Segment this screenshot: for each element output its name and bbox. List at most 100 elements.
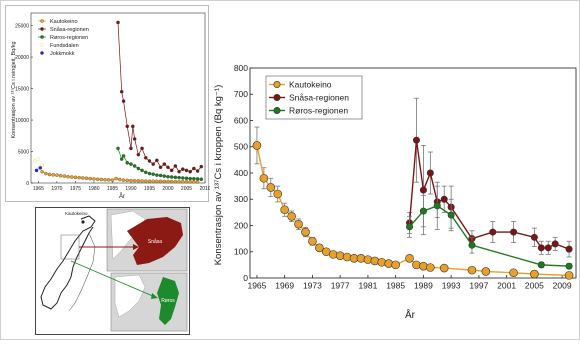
right-data-point (426, 263, 435, 272)
right-data-point (412, 260, 421, 270)
right-data-point (356, 254, 366, 263)
left-x-tick-label: 1995 (144, 186, 155, 192)
left-data-point (177, 169, 181, 174)
right-y-tick-label: 500 (234, 142, 248, 152)
left-data-point (40, 169, 44, 174)
right-data-point (419, 186, 427, 194)
left-data-point (166, 174, 170, 179)
left-data-point (103, 177, 107, 182)
left-data-point (129, 146, 133, 151)
right-data-point (564, 271, 574, 280)
right-data-point (294, 219, 303, 229)
left-data-point (192, 176, 196, 181)
left-y-tick-label: 0 (26, 181, 29, 187)
left-data-point (125, 161, 130, 165)
left-data-point (177, 175, 181, 180)
right-data-point (468, 241, 476, 249)
left-data-point (199, 164, 204, 169)
left-data-point (195, 169, 200, 173)
right-data-point (252, 141, 262, 150)
left-data-point (125, 178, 130, 183)
left-data-point (140, 168, 144, 173)
left-data-point (162, 179, 167, 184)
map-label-kautokeino: Kautokeino (65, 211, 88, 216)
left-data-point (177, 179, 181, 184)
right-data-point (328, 250, 338, 259)
left-data-point (106, 178, 111, 182)
left-data-point (192, 180, 196, 184)
right-x-tick-label: 1973 (303, 281, 322, 291)
left-data-point (184, 168, 189, 173)
left-data-point (147, 171, 152, 176)
right-x-axis-label: År (405, 308, 416, 321)
map-label-roros: Røros (161, 298, 175, 304)
left-data-point (95, 177, 100, 181)
right-legend-label: Snåsa-regionen (289, 92, 349, 102)
right-data-point (509, 268, 518, 278)
left-data-point (58, 174, 63, 178)
left-x-tick-label: 2005 (181, 186, 192, 192)
left-data-point (121, 99, 126, 103)
right-legend-label: Kautokeino (289, 79, 332, 89)
left-legend-marker (40, 19, 44, 23)
right-x-tick-label: 1997 (469, 281, 488, 291)
left-data-point (158, 179, 163, 184)
right-x-tick-label: 1977 (331, 281, 350, 291)
left-data-point (69, 175, 74, 179)
left-data-point (169, 179, 174, 184)
right-y-tick-label: 300 (234, 194, 248, 204)
right-x-tick-label: 1969 (275, 281, 294, 291)
left-data-point (55, 173, 59, 177)
left-legend-marker (40, 27, 44, 31)
left-data-point (173, 175, 178, 180)
left-data-point (195, 180, 200, 184)
left-x-tick-label: 1975 (70, 186, 81, 192)
right-data-point (530, 233, 538, 241)
left-data-point (162, 174, 167, 178)
left-data-point (184, 176, 189, 181)
left-x-tick-label: 1965 (33, 186, 44, 192)
right-x-tick-label: 1993 (442, 281, 461, 291)
right-data-point (335, 251, 345, 260)
left-data-point (99, 177, 104, 182)
left-data-point (155, 179, 159, 184)
right-data-point (440, 195, 448, 203)
right-data-point (370, 256, 380, 266)
left-data-point (116, 146, 120, 151)
right-data-point (419, 207, 427, 215)
right-data-point (489, 228, 497, 236)
right-x-tick-label: 1989 (414, 281, 433, 291)
right-y-tick-label: 400 (234, 168, 248, 178)
left-data-point (114, 176, 118, 181)
left-data-point (173, 164, 178, 168)
left-data-point (158, 173, 163, 178)
left-data-point (84, 176, 89, 181)
right-data-point (273, 189, 283, 199)
map-label-snasa: Snåsa (148, 238, 162, 245)
left-data-point (129, 178, 133, 183)
left-data-point (66, 174, 70, 179)
left-data-point (166, 165, 170, 170)
right-data-point (537, 244, 545, 252)
right-series-line (409, 205, 570, 267)
right-legend-label: Røros-regionen (289, 105, 348, 115)
left-data-point (188, 176, 192, 181)
right-data-point (439, 263, 449, 273)
left-data-point (34, 168, 39, 173)
right-data-point (266, 183, 276, 192)
left-data-point (181, 176, 185, 180)
left-data-point (147, 179, 152, 183)
right-x-tick-label: 2005 (525, 281, 544, 291)
left-data-point (121, 154, 126, 158)
left-data-point (181, 179, 185, 184)
map-marker-kautokeino (81, 220, 85, 224)
left-legend-label: Snåsa-regionen (50, 26, 89, 33)
left-data-point (119, 89, 124, 94)
left-data-point (188, 180, 192, 184)
left-data-point (62, 174, 67, 178)
left-data-point (173, 179, 178, 184)
right-legend-marker (273, 106, 281, 114)
left-data-point (121, 178, 126, 182)
right-x-tick-label: 1981 (358, 281, 377, 291)
right-data-point (405, 254, 414, 263)
